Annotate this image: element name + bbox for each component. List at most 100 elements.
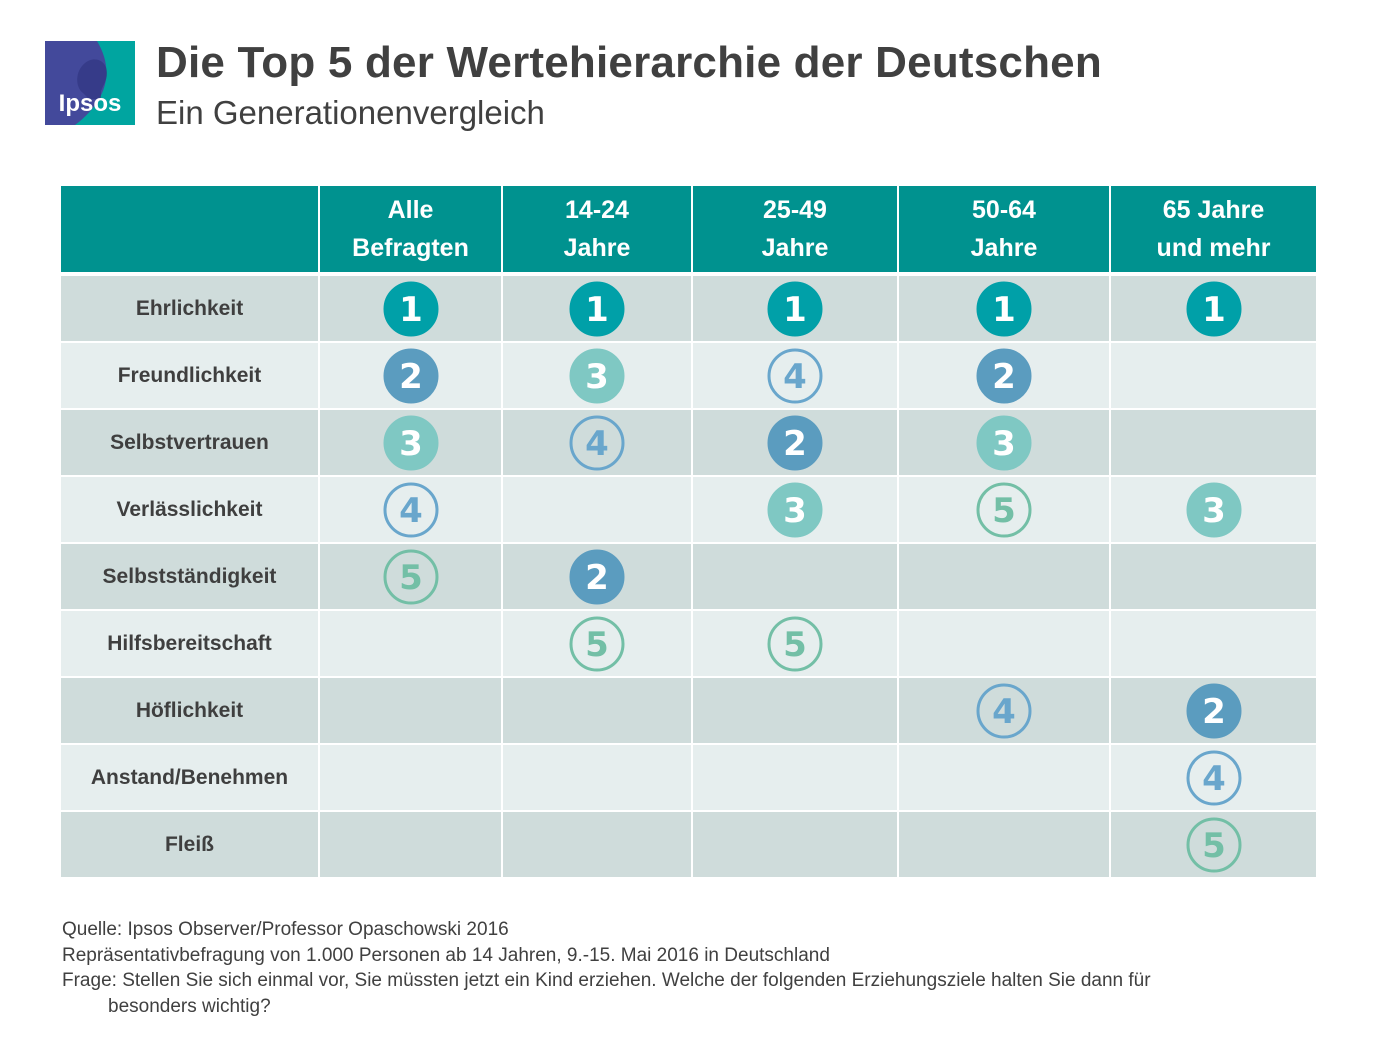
rank-cell: 4 [692, 342, 899, 410]
rank-badge: 1 [1185, 280, 1243, 338]
rank-circle [569, 549, 625, 604]
rank-number: 4 [585, 424, 609, 464]
rank-circle-icon: 5 [383, 549, 438, 604]
rank-cell [692, 744, 899, 812]
rank-circle [1186, 683, 1241, 738]
rank-cell [319, 811, 503, 879]
rank-cell [692, 677, 899, 745]
column-header-line: Jahre [970, 234, 1038, 262]
rank-badge: 5 [568, 615, 626, 673]
row-label: Fleiß [61, 811, 320, 879]
rank-cell: 5 [898, 476, 1111, 544]
rank-badge: 2 [382, 347, 440, 405]
column-header: 14-24 Jahre [502, 186, 693, 276]
rank-badge: 3 [568, 347, 626, 405]
rank-circle [976, 482, 1032, 537]
logo-text: Ipsos [59, 90, 122, 117]
table-row: Anstand/Benehmen 4 [61, 744, 1316, 812]
rank-badge: 2 [1185, 682, 1243, 740]
rank-circle [383, 348, 438, 403]
rank-number: 1 [1202, 290, 1226, 330]
rank-circle [383, 415, 438, 470]
rank-badge: 3 [1185, 481, 1243, 539]
rank-circle [1186, 750, 1241, 805]
rank-badge: 5 [975, 481, 1033, 539]
rank-cell: 4 [502, 409, 693, 477]
rank-cell [898, 543, 1111, 611]
rank-number: 2 [1202, 692, 1226, 732]
row-label: Anstand/Benehmen [61, 744, 320, 812]
ipsos-logo-icon: Ipsos [45, 41, 135, 125]
table-header-row: Alle Befragten 14-24 Jahre 25-49 Jahre 50-64 Ja… [61, 186, 1316, 276]
rank-cell: 3 [692, 476, 899, 544]
table-row: Verlässlichkeit 4 3 5 3 [61, 476, 1316, 544]
rank-cell: 4 [1110, 744, 1316, 812]
rank-cell: 1 [319, 274, 503, 343]
header-corner [61, 186, 320, 276]
rank-cell: 3 [319, 409, 503, 477]
column-header-line: Alle [387, 196, 434, 224]
table-row: Höflichkeit 4 2 [61, 677, 1316, 745]
rank-cell: 1 [692, 274, 899, 343]
row-label: Ehrlichkeit [61, 274, 320, 343]
rank-circle-icon: 5 [1186, 817, 1241, 872]
footer-notes: Quelle: Ipsos Observer/Professor Opascho… [62, 917, 1352, 1019]
rank-cell: 5 [319, 543, 503, 611]
rank-number: 4 [399, 491, 423, 531]
rank-badge: 4 [975, 682, 1033, 740]
rank-cell [692, 811, 899, 879]
rank-cell: 3 [502, 342, 693, 410]
rank-badge: 4 [1185, 749, 1243, 807]
rank-badge: 3 [975, 414, 1033, 472]
rank-circle [1186, 482, 1241, 537]
rank-number: 4 [992, 692, 1016, 732]
rank-circle [383, 281, 438, 336]
rank-circle-icon: 1 [383, 281, 438, 336]
rank-badge: 5 [382, 548, 440, 606]
rank-cell: 2 [1110, 677, 1316, 745]
ranking-table: Alle Befragten 14-24 Jahre 25-49 Jahre 50-64 Ja… [61, 186, 1316, 879]
rank-badge: 3 [766, 481, 824, 539]
rank-cell: 3 [1110, 476, 1316, 544]
question-note-continued: besonders wichtig? [108, 995, 271, 1017]
rank-number: 3 [783, 491, 807, 531]
rank-circle [569, 616, 625, 671]
rank-circle-icon: 4 [569, 415, 625, 470]
rank-number: 5 [1202, 826, 1226, 866]
rank-cell: 2 [319, 342, 503, 410]
rank-circle [976, 281, 1032, 336]
rank-cell [1110, 342, 1316, 410]
column-header-line: 50-64 [972, 196, 1036, 224]
rank-badge: 4 [766, 347, 824, 405]
rank-circle [767, 415, 823, 470]
table-row: Ehrlichkeit 1 1 1 1 1 [61, 274, 1316, 343]
rank-cell: 5 [692, 610, 899, 678]
ranking-table-container: Alle Befragten 14-24 Jahre 25-49 Jahre 50-64 Ja… [61, 186, 1316, 879]
rank-number: 1 [399, 290, 423, 330]
rank-cell: 2 [502, 543, 693, 611]
rank-cell: 2 [692, 409, 899, 477]
rank-circle-icon: 4 [1186, 750, 1241, 805]
rank-circle-icon: 2 [976, 348, 1032, 403]
rank-number: 1 [992, 290, 1016, 330]
rank-number: 3 [992, 424, 1016, 464]
rank-cell: 2 [898, 342, 1111, 410]
rank-circle-icon: 3 [383, 415, 438, 470]
rank-circle [383, 549, 438, 604]
rank-badge: 2 [766, 414, 824, 472]
rank-circle-icon: 1 [569, 281, 625, 336]
rank-circle [976, 415, 1032, 470]
rank-circle [767, 482, 823, 537]
rank-badge: 1 [975, 280, 1033, 338]
rank-circle [976, 348, 1032, 403]
rank-cell: 1 [1110, 274, 1316, 343]
rank-circle [976, 683, 1032, 738]
column-header-line: 14-24 [565, 196, 629, 224]
rank-cell: 5 [1110, 811, 1316, 879]
rank-circle-icon: 5 [976, 482, 1032, 537]
question-note: Frage: Stellen Sie sich einmal vor, Sie … [62, 970, 1151, 991]
row-label: Hilfsbereitschaft [61, 610, 320, 678]
column-header-line: 25-49 [763, 196, 827, 224]
rank-cell: 5 [502, 610, 693, 678]
column-header: 25-49 Jahre [692, 186, 899, 276]
